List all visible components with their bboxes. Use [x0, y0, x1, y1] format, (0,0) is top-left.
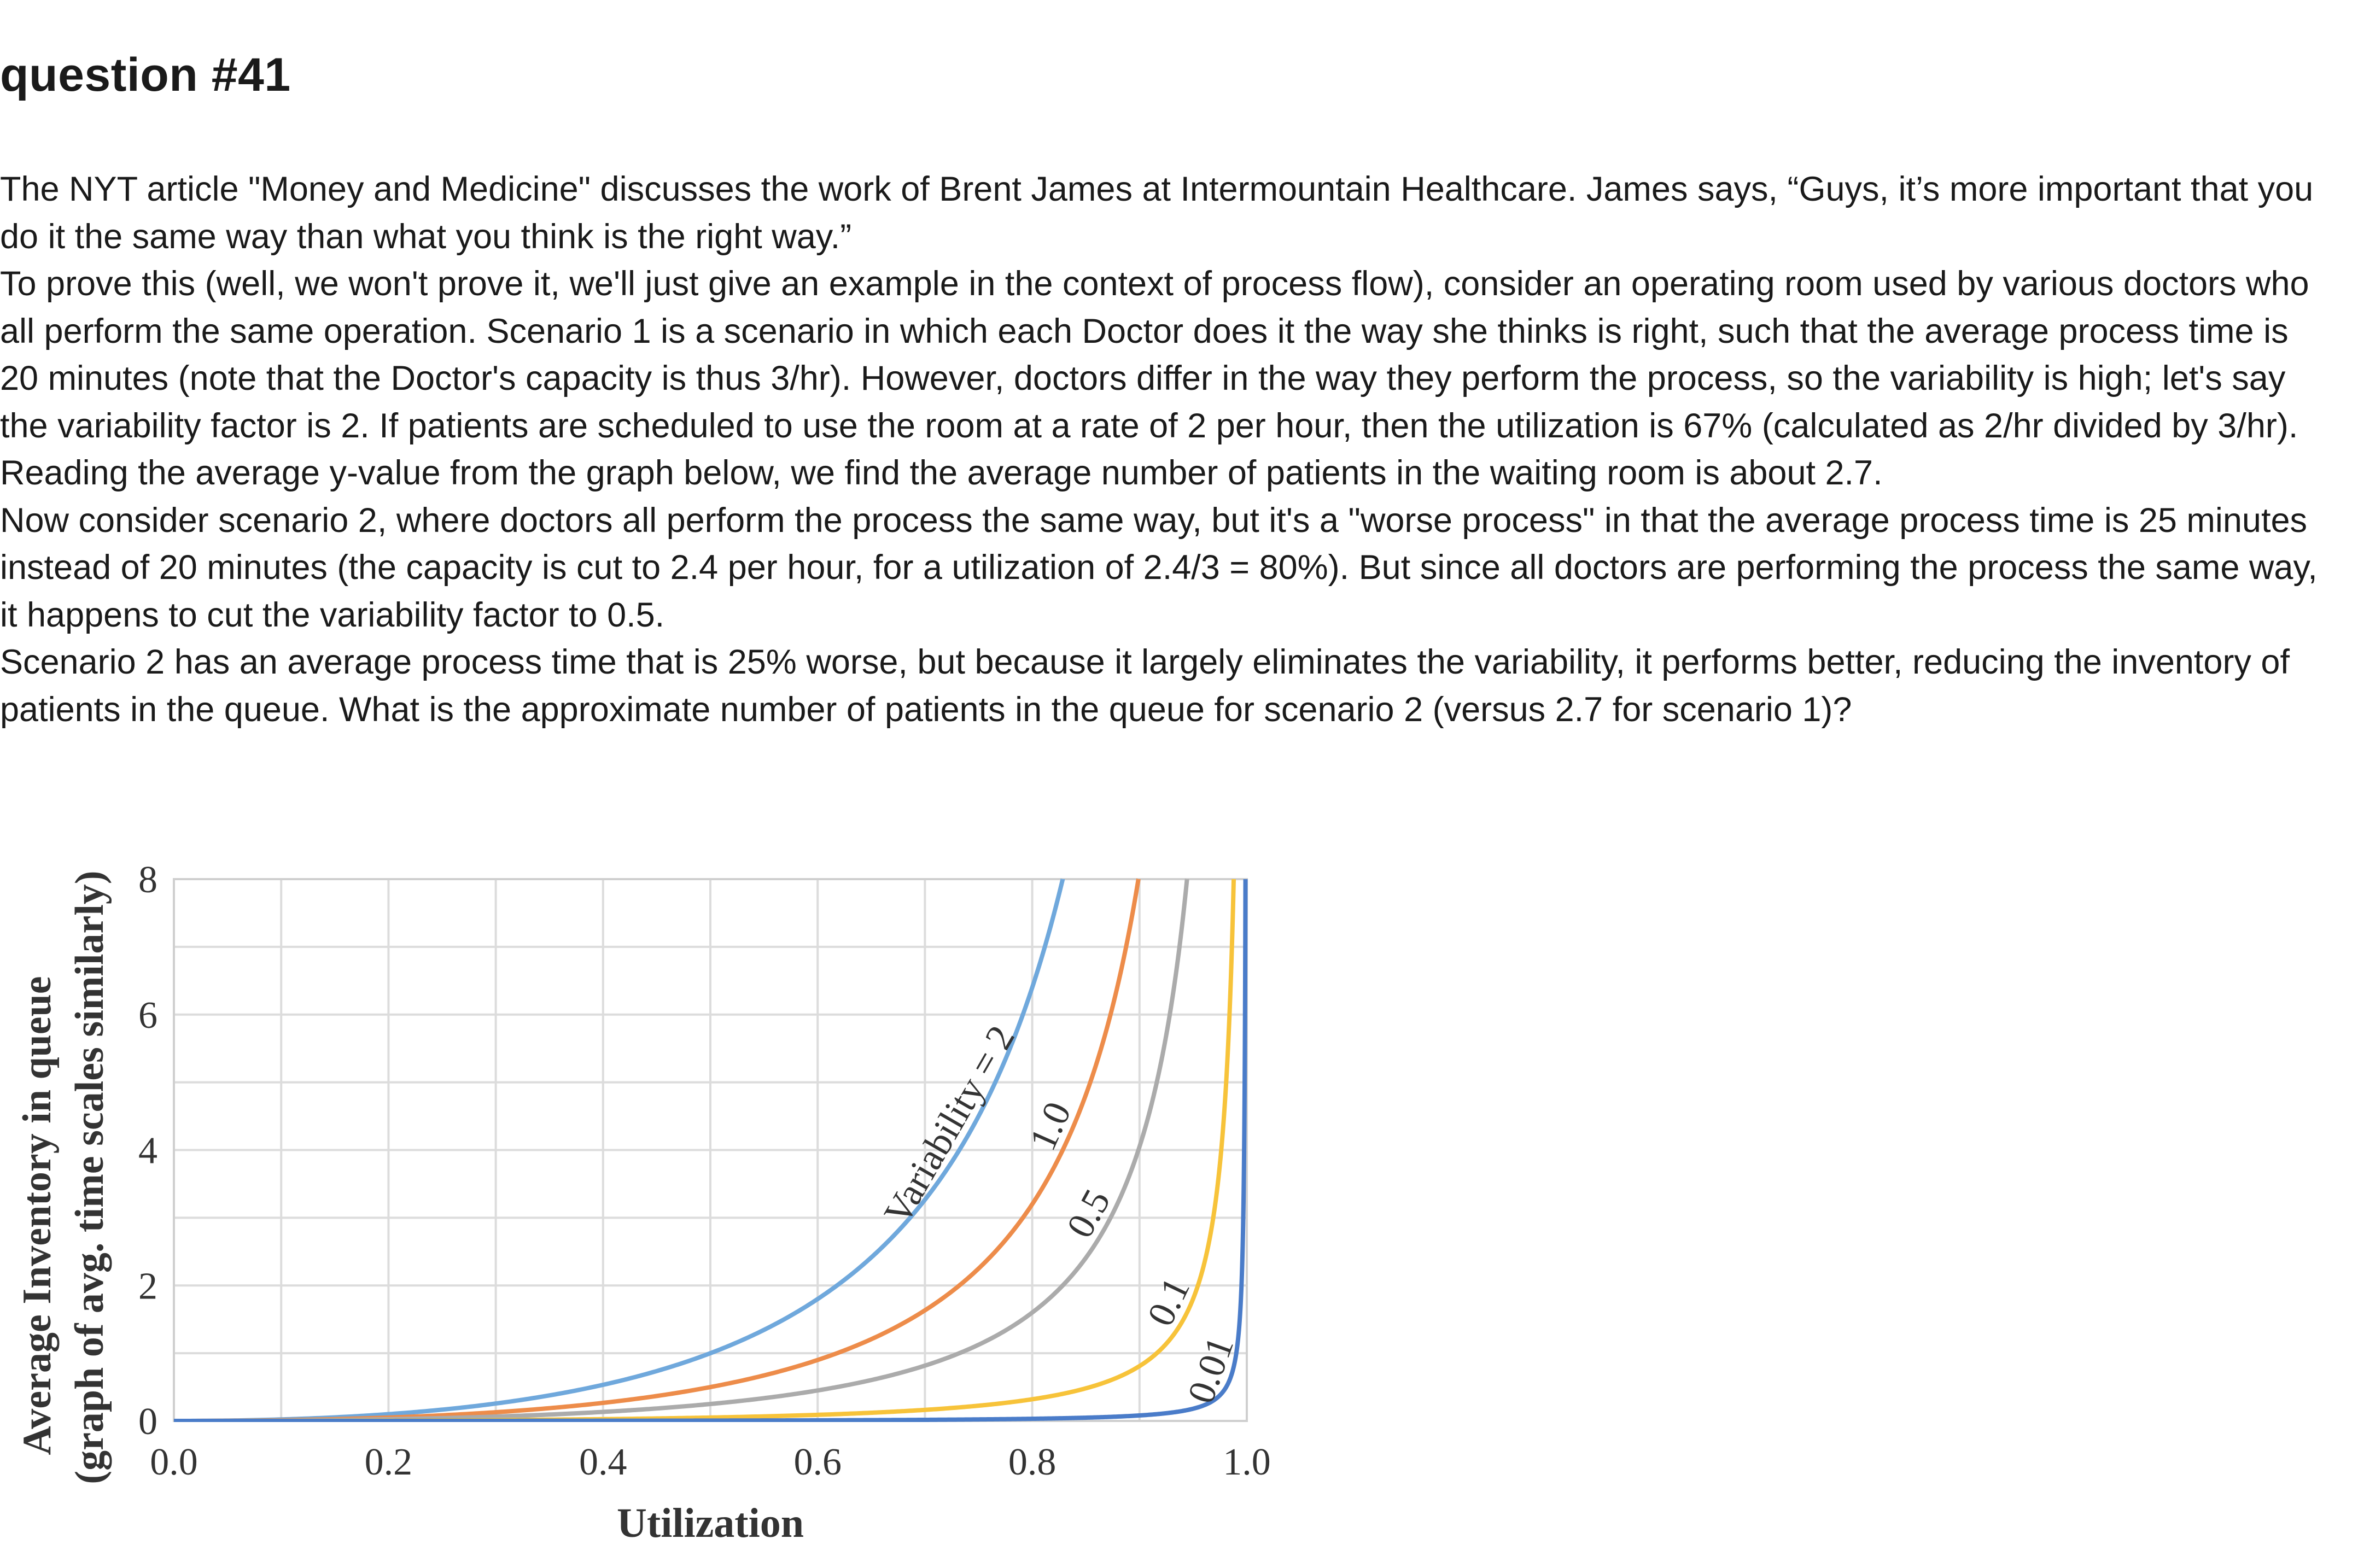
x-tick-label: 0.2	[365, 1441, 413, 1483]
page-title: question #41	[0, 49, 291, 101]
y-axis-label: Average Inventory in queue	[15, 976, 60, 1455]
series-label: Variability = 2	[876, 1019, 1023, 1231]
y-tick-label: 4	[138, 1130, 157, 1172]
question-paragraph: The NYT article "Money and Medicine" dis…	[0, 170, 2314, 256]
x-axis-label: Utilization	[617, 1500, 804, 1546]
series-line	[174, 878, 1189, 1422]
x-tick-label: 1.0	[1223, 1441, 1271, 1483]
x-tick-label: 0.6	[793, 1441, 842, 1483]
y-axis-label-secondary: (graph of avg. time scales similarly)	[67, 870, 112, 1484]
x-tick-label: 0.8	[1008, 1441, 1057, 1483]
chart-series	[174, 878, 1248, 1422]
chart-labels: Variability = 21.0 0.5 0.10.01	[876, 1019, 1242, 1408]
series-line	[174, 878, 1065, 1422]
queue-inventory-chart: 0.0 0.2 0.4 0.6 0.8 1.0 0 2 4 6 8 Utilization Averag…	[15, 859, 1271, 1546]
y-tick-label: 6	[138, 994, 157, 1037]
chart-axes: 0.0 0.2 0.4 0.6 0.8 1.0 0 2 4 6 8 Utilization Averag…	[15, 859, 1271, 1546]
y-tick-label: 0	[138, 1401, 157, 1443]
series-label: 0.5	[1059, 1183, 1118, 1245]
x-tick-label: 0.4	[579, 1441, 627, 1483]
question-paragraph: Scenario 2 has an average process time t…	[0, 643, 2290, 729]
series-line	[174, 878, 1141, 1422]
series-label: 0.01	[1180, 1331, 1242, 1408]
y-tick-label: 2	[138, 1265, 157, 1307]
series-label: 0.1	[1140, 1271, 1198, 1332]
chart-grid	[173, 878, 1248, 1422]
series-line	[174, 878, 1248, 1422]
x-tick-label: 0.0	[150, 1441, 198, 1483]
question-paragraph: Now consider scenario 2, where doctors a…	[0, 501, 2318, 634]
y-tick-label: 8	[138, 859, 157, 901]
series-label: 1.0	[1022, 1096, 1079, 1156]
question-body: The NYT article "Money and Medicine" dis…	[0, 166, 2319, 733]
question-paragraph: To prove this (well, we won't prove it, …	[0, 265, 2309, 492]
